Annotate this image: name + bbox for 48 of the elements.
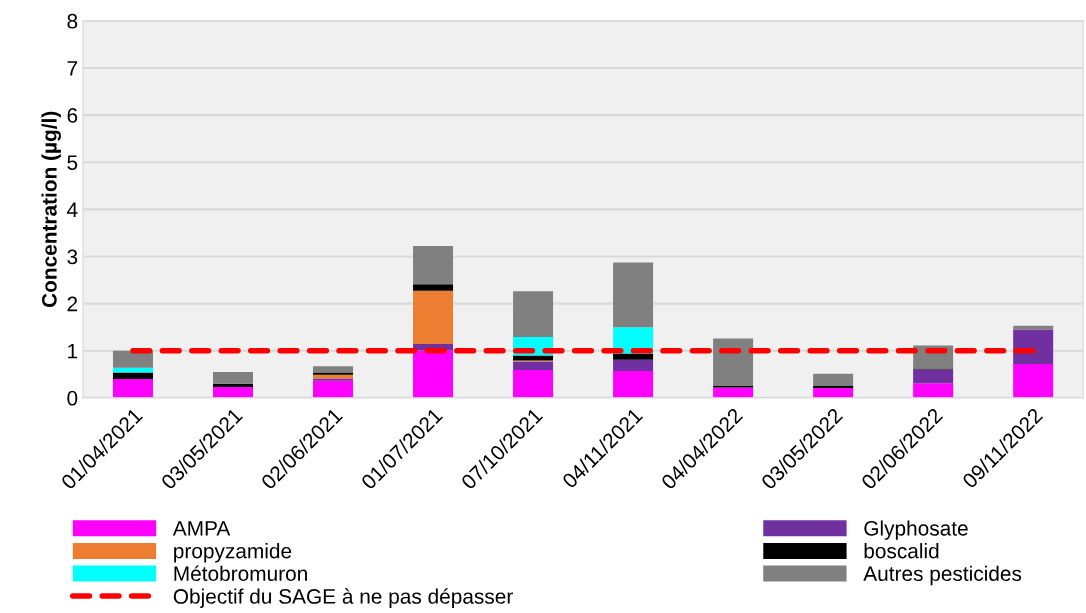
bar	[913, 369, 954, 384]
y-tick-label: 3	[67, 249, 78, 265]
y-tick-label: 7	[67, 61, 78, 76]
bar	[713, 387, 754, 398]
bar	[1013, 363, 1054, 398]
y-tick-label: 2	[67, 296, 78, 312]
legend-label: boscalid	[864, 543, 939, 559]
bar	[112, 350, 153, 368]
bar	[313, 374, 354, 379]
bar	[913, 383, 954, 398]
bar	[313, 380, 354, 398]
bar	[813, 373, 854, 386]
bar	[313, 372, 354, 375]
legend-label: Glyphosate	[864, 520, 968, 540]
bar	[513, 291, 554, 338]
y-tick-label: 5	[67, 155, 78, 170]
bar	[513, 355, 554, 361]
bar	[112, 372, 153, 379]
bar	[613, 370, 654, 398]
y-axis-title: Concentration (µg/l)	[41, 111, 61, 308]
bar	[1013, 329, 1054, 364]
bar	[413, 290, 454, 345]
legend-label: AMPA	[172, 521, 231, 536]
y-tick-label: 0	[67, 390, 78, 406]
bar	[213, 383, 254, 387]
legend-label: propyzamide	[174, 543, 292, 563]
bar	[813, 387, 854, 398]
y-tick-label: 8	[67, 13, 78, 29]
bar	[413, 284, 454, 291]
bar	[613, 262, 654, 328]
bar	[313, 366, 354, 373]
bar	[112, 378, 153, 398]
y-tick-label: 6	[67, 108, 78, 123]
bar	[513, 370, 554, 398]
bar	[213, 371, 254, 384]
legend-label: Autres pesticides	[863, 565, 1022, 586]
bar	[413, 350, 454, 398]
bar	[413, 246, 454, 285]
bar	[613, 353, 654, 360]
y-tick-label: 4	[67, 202, 78, 217]
legend-label: Métobromuron	[174, 565, 307, 582]
bar	[213, 387, 254, 398]
legend-label: Objectif du SAGE à ne pas dépasser	[173, 588, 513, 608]
bar	[613, 359, 654, 371]
y-tick-label: 1	[68, 343, 78, 359]
bar	[513, 361, 554, 371]
bar	[713, 338, 754, 386]
bar	[1013, 325, 1054, 330]
